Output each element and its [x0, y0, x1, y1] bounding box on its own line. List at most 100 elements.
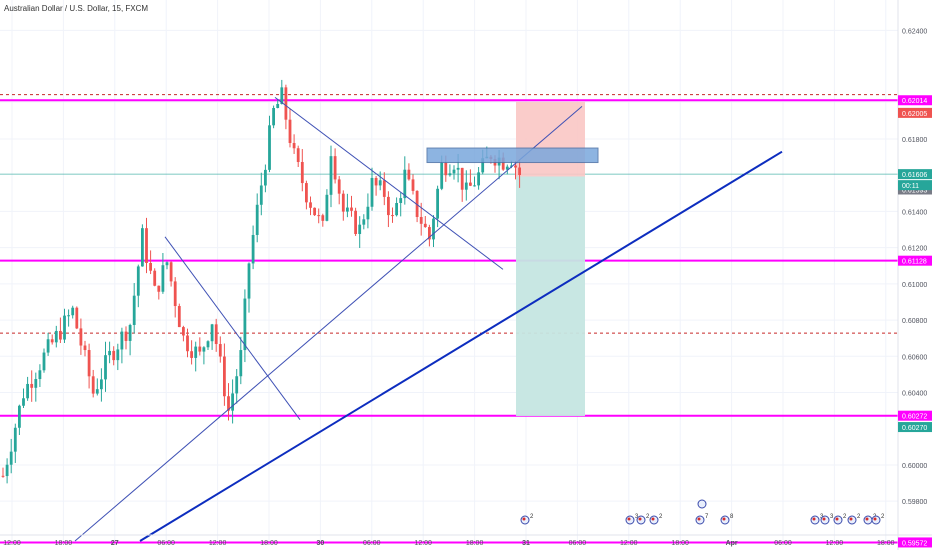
candle-body [108, 350, 111, 356]
candle-body [370, 177, 374, 207]
candle-body [366, 206, 370, 220]
time-tick-label: 27 [111, 540, 119, 547]
event-flag-mark [865, 517, 869, 521]
candle-body [280, 87, 284, 104]
candle-body [95, 389, 99, 394]
position-label-bg [898, 422, 932, 433]
candle-body [46, 339, 50, 353]
candle-body [202, 347, 206, 352]
event-flag-mark [822, 517, 826, 521]
candle-body [75, 307, 79, 329]
candle-body [13, 427, 17, 452]
price-label-bg [898, 169, 932, 180]
candle-body [325, 194, 329, 221]
candles [1, 79, 521, 484]
trend-line [74, 106, 583, 542]
candle-body [194, 346, 198, 358]
time-tick-label: 12:00 [3, 540, 21, 547]
consolidation-box[interactable] [426, 147, 599, 164]
candle-body [173, 281, 177, 307]
candle-body [341, 193, 345, 212]
candle-body [464, 182, 468, 190]
candle-body [276, 103, 280, 108]
candle-body [116, 349, 120, 361]
price-tick-label: 0.60600 [902, 354, 927, 361]
trend-lines[interactable] [74, 96, 783, 542]
countdown-bg [898, 180, 932, 191]
event-count: 2 [646, 514, 650, 520]
candle-body [354, 210, 357, 235]
candle-body [42, 352, 46, 371]
candle-body [38, 370, 42, 380]
event-flag-mark [638, 517, 642, 521]
candle-body [161, 265, 165, 292]
candle-body [300, 162, 304, 184]
price-label: 0.61128 [902, 259, 927, 266]
candle-body [157, 285, 161, 292]
candle-body [259, 185, 263, 205]
candle-body [362, 219, 366, 225]
trend-line [274, 96, 504, 270]
candle-body [501, 157, 505, 170]
candle-body [337, 179, 341, 194]
event-count: 7 [705, 514, 709, 520]
candle-body [358, 224, 362, 235]
candle-body [247, 263, 251, 299]
candle-body [395, 203, 398, 216]
event-count: 3 [635, 514, 639, 520]
candle-body [5, 464, 9, 477]
candle-body [403, 169, 407, 199]
time-tick-label: 18:00 [466, 540, 484, 547]
candle-body [350, 207, 353, 211]
candle-body [22, 398, 25, 406]
candle-body [214, 324, 218, 345]
candle-body [9, 451, 13, 465]
time-axis[interactable]: 12:00 18:00 27 06:00 12:00 18:00 30 06:00 12:00 1… [0, 534, 932, 547]
price-tick-label: 0.61800 [902, 137, 927, 144]
candle-body [444, 162, 448, 176]
price-label-bg [898, 537, 932, 548]
price-tick-label: 0.60800 [902, 318, 927, 325]
candle-body [382, 180, 386, 197]
price-label: 0.61606 [902, 172, 927, 179]
candle-body [419, 217, 423, 224]
candle-body [292, 142, 296, 149]
candle-body [100, 379, 103, 390]
candle-body [469, 182, 472, 186]
candle-body [112, 350, 116, 361]
event-flag-mark [627, 517, 631, 521]
position-label: 0.61593 [902, 187, 927, 194]
candle-body [288, 119, 292, 143]
candle-body [128, 324, 132, 341]
event-count: 2 [530, 514, 534, 520]
candle-body [71, 307, 75, 316]
price-axis[interactable]: 0.62400 0.62005 0.61800 0.61400 0.61200 0.610… [897, 0, 932, 550]
short-position-tool[interactable] [516, 101, 585, 417]
event-flag-mark [651, 517, 655, 521]
candle-body [284, 87, 288, 120]
time-tick-label: 30 [317, 540, 325, 547]
candle-body [149, 263, 152, 271]
candle-body [264, 169, 267, 186]
economic-events[interactable]: 232278332222 [520, 499, 885, 525]
candle-body [153, 270, 157, 286]
candle-body [391, 215, 394, 217]
event-count: 8 [730, 514, 734, 520]
time-tick-label: 12:00 [209, 540, 227, 547]
event-count: 2 [857, 514, 861, 520]
price-tick-label: 0.61000 [902, 282, 927, 289]
event-count: 2 [843, 514, 847, 520]
trend-line [164, 236, 301, 420]
candle-body [407, 169, 411, 180]
candle-body [223, 356, 226, 397]
price-tick-label: 0.59800 [902, 499, 927, 506]
candle-body [169, 262, 173, 282]
candle-body [309, 202, 312, 208]
candle-body [432, 218, 435, 240]
candle-body [165, 262, 169, 266]
position-label-bg [898, 107, 932, 118]
time-tick-label: 12:00 [414, 540, 432, 547]
chart-title: Australian Dollar / U.S. Dollar, 15, FXC… [4, 4, 149, 13]
candle-body [243, 298, 247, 351]
